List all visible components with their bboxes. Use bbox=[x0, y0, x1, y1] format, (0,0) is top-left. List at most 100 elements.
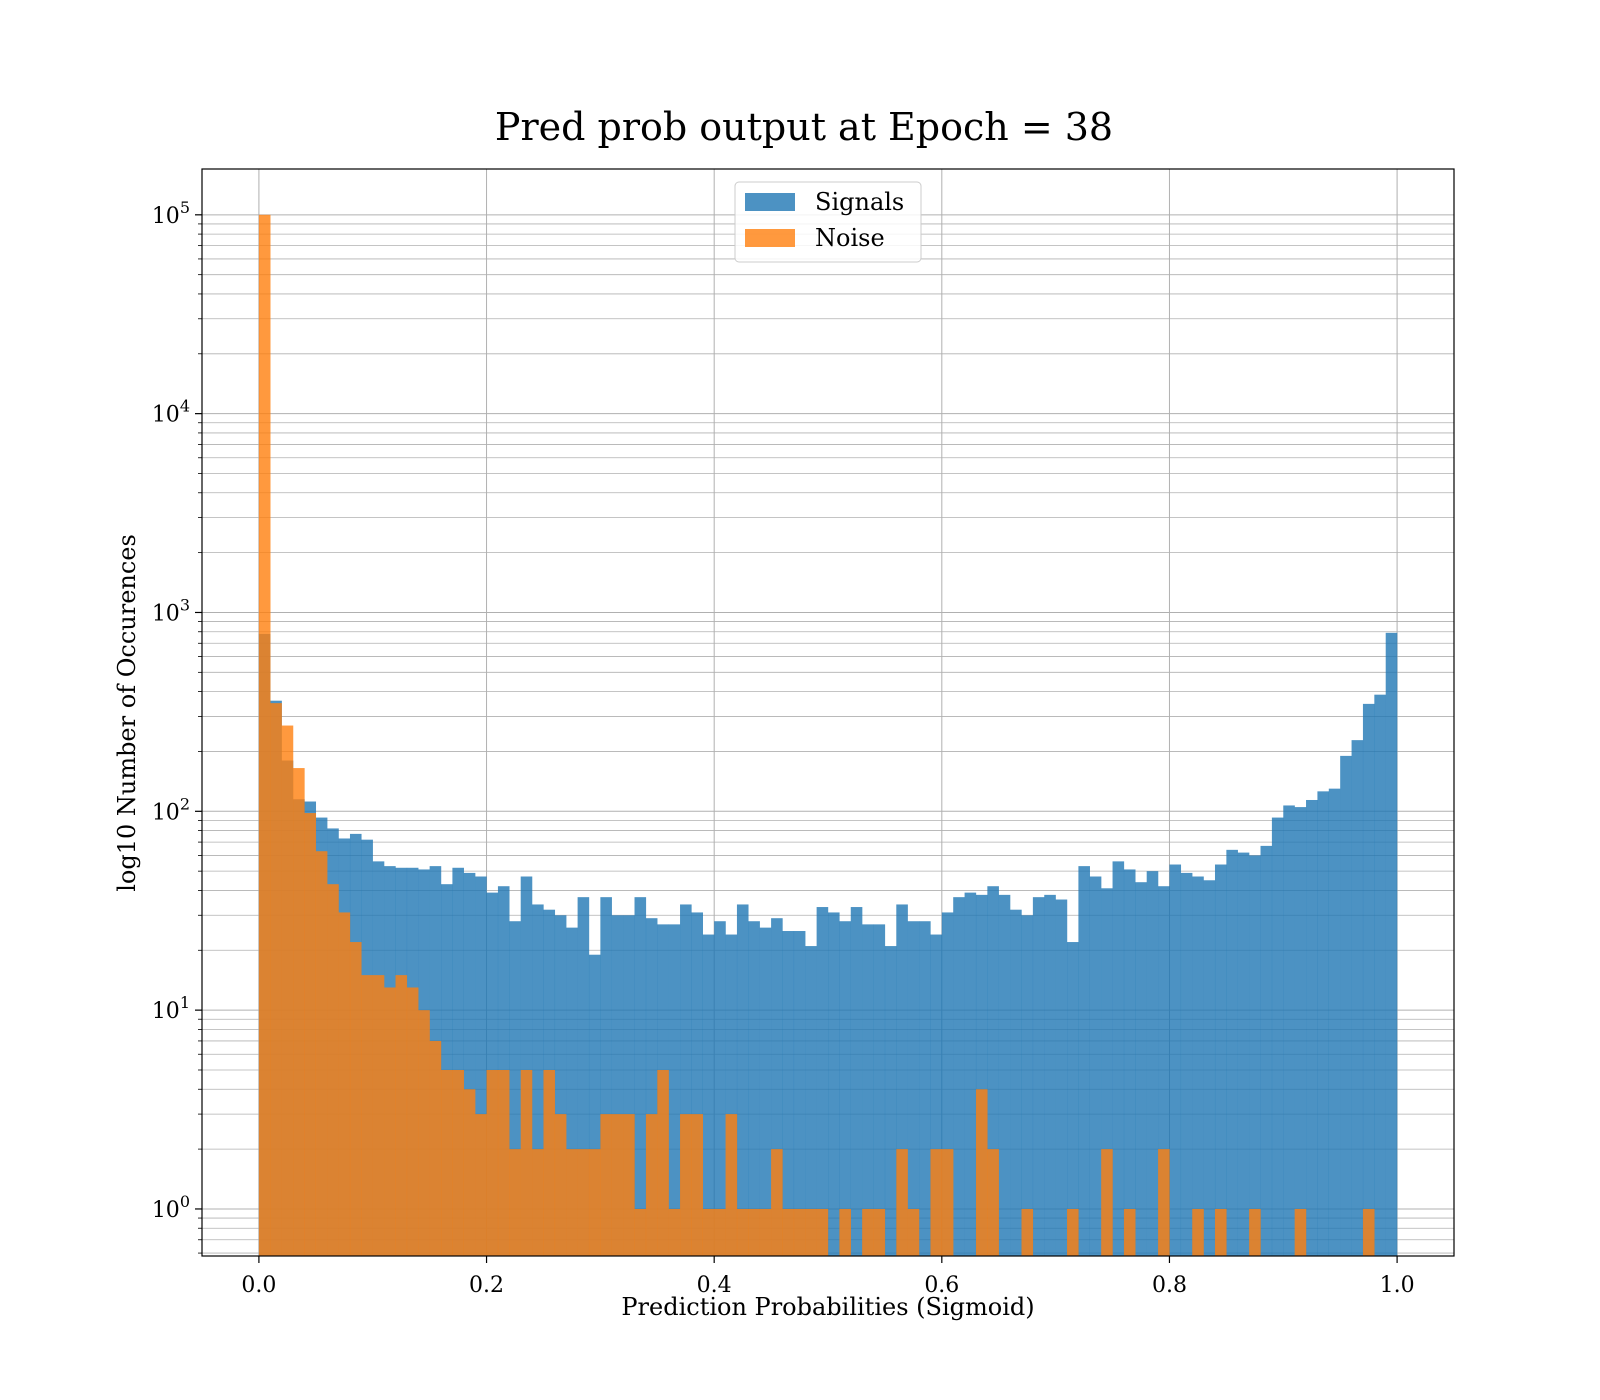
legend: Signals Noise bbox=[734, 181, 922, 263]
x-tick-label: 0.0 bbox=[241, 1273, 276, 1298]
noise-bar bbox=[372, 975, 385, 1256]
noise-bar bbox=[475, 1114, 487, 1256]
noise-bar bbox=[270, 703, 282, 1256]
signals-bar bbox=[1010, 909, 1022, 1256]
signals-bar bbox=[816, 907, 829, 1256]
signals-bar bbox=[691, 912, 703, 1256]
signals-bar bbox=[953, 897, 965, 1256]
noise-bar bbox=[793, 1208, 806, 1256]
noise-bar bbox=[714, 1208, 726, 1256]
signals-bar bbox=[1340, 755, 1352, 1256]
signals-bar bbox=[509, 921, 521, 1256]
x-tick-label: 0.8 bbox=[1152, 1273, 1187, 1298]
signals-bar bbox=[1135, 882, 1147, 1256]
x-axis-label: Prediction Probabilities (Sigmoid) bbox=[621, 1293, 1034, 1321]
signals-bar bbox=[475, 876, 487, 1256]
signals-bar bbox=[919, 921, 931, 1256]
noise-bar bbox=[759, 1208, 772, 1256]
noise-bar bbox=[725, 1114, 738, 1256]
noise-bar bbox=[452, 1069, 464, 1256]
noise-bar bbox=[839, 1208, 851, 1256]
noise-bar bbox=[486, 1069, 499, 1256]
noise-bar bbox=[566, 1149, 578, 1256]
noise-bar bbox=[748, 1208, 760, 1256]
noise-bar bbox=[805, 1208, 817, 1256]
noise-bar bbox=[896, 1149, 908, 1256]
signals-bar bbox=[1180, 872, 1193, 1256]
noise-bar bbox=[532, 1149, 544, 1256]
signals-bar bbox=[1385, 632, 1398, 1256]
signals-bar bbox=[680, 904, 692, 1256]
signals-bar bbox=[645, 918, 658, 1256]
signals-bar bbox=[1169, 864, 1182, 1256]
signals-bar bbox=[623, 915, 635, 1256]
chart-title: Pred prob output at Epoch = 38 bbox=[495, 105, 1113, 149]
noise-bar bbox=[406, 987, 419, 1256]
signals-bar bbox=[793, 931, 806, 1256]
signals-bar bbox=[1123, 869, 1136, 1256]
signals-bar bbox=[782, 931, 795, 1256]
signals-bar bbox=[520, 876, 533, 1256]
signals-bar bbox=[1328, 788, 1341, 1256]
signals-bar bbox=[1158, 886, 1170, 1256]
signals-bar bbox=[725, 934, 738, 1256]
signals-bar bbox=[1021, 915, 1034, 1256]
signals-bar bbox=[1249, 855, 1261, 1256]
signals-bar bbox=[862, 924, 874, 1256]
noise-bar bbox=[634, 1208, 647, 1256]
legend-label-signals: Signals bbox=[815, 188, 904, 216]
noise-bar bbox=[975, 1089, 988, 1256]
signals-bar bbox=[884, 946, 897, 1256]
signals-bar bbox=[1044, 894, 1056, 1256]
noise-bar bbox=[782, 1208, 795, 1256]
signals-bar bbox=[1271, 817, 1284, 1256]
noise-bar bbox=[441, 1069, 453, 1256]
noise-bar bbox=[873, 1208, 886, 1256]
signals-bar bbox=[736, 904, 749, 1256]
signals-bar bbox=[987, 886, 999, 1256]
legend-swatch-signals bbox=[745, 193, 795, 211]
plot-frame bbox=[201, 168, 1455, 1257]
noise-bar bbox=[1192, 1208, 1204, 1256]
noise-bar bbox=[1362, 1208, 1375, 1256]
signals-bar bbox=[588, 954, 601, 1256]
y-axis-label: log10 Number of Occurences bbox=[113, 534, 141, 892]
noise-bar bbox=[771, 1149, 783, 1256]
y-tick-label: 105 bbox=[152, 198, 190, 229]
noise-bar bbox=[509, 1149, 521, 1256]
signals-bar bbox=[1203, 880, 1216, 1256]
noise-bar bbox=[338, 912, 351, 1256]
noise-bar bbox=[577, 1149, 590, 1256]
noise-bar bbox=[611, 1114, 624, 1256]
signals-bar bbox=[611, 915, 624, 1256]
signals-bar bbox=[1055, 899, 1068, 1256]
noise-bar bbox=[429, 1040, 442, 1256]
noise-bar bbox=[930, 1149, 943, 1256]
signals-bar bbox=[463, 872, 476, 1256]
noise-bar bbox=[497, 1069, 510, 1256]
x-axis-ticks: 0.0 0.2 0.4 0.6 0.8 1.0 bbox=[241, 1256, 1415, 1298]
noise-bar bbox=[600, 1114, 612, 1256]
noise-bar bbox=[816, 1208, 829, 1256]
signals-bar bbox=[1362, 703, 1375, 1256]
signals-bar bbox=[1112, 861, 1125, 1256]
noise-bars bbox=[258, 214, 1375, 1256]
noise-bar bbox=[668, 1208, 681, 1256]
signals-bar bbox=[964, 892, 977, 1256]
noise-bar bbox=[941, 1149, 954, 1256]
signals-bar bbox=[600, 897, 612, 1256]
noise-bar bbox=[281, 725, 294, 1256]
signals-bar bbox=[1214, 864, 1227, 1256]
x-tick-label: 0.4 bbox=[697, 1273, 732, 1298]
noise-bar bbox=[349, 942, 362, 1256]
noise-bar bbox=[327, 884, 339, 1256]
noise-bar bbox=[623, 1114, 635, 1256]
legend-swatch-noise bbox=[745, 229, 795, 247]
signals-bar bbox=[532, 904, 544, 1256]
noise-bar bbox=[1021, 1208, 1034, 1256]
signals-bar bbox=[1317, 791, 1329, 1256]
signals-bar bbox=[873, 924, 886, 1256]
noise-bar bbox=[361, 975, 373, 1256]
noise-bar bbox=[862, 1208, 874, 1256]
